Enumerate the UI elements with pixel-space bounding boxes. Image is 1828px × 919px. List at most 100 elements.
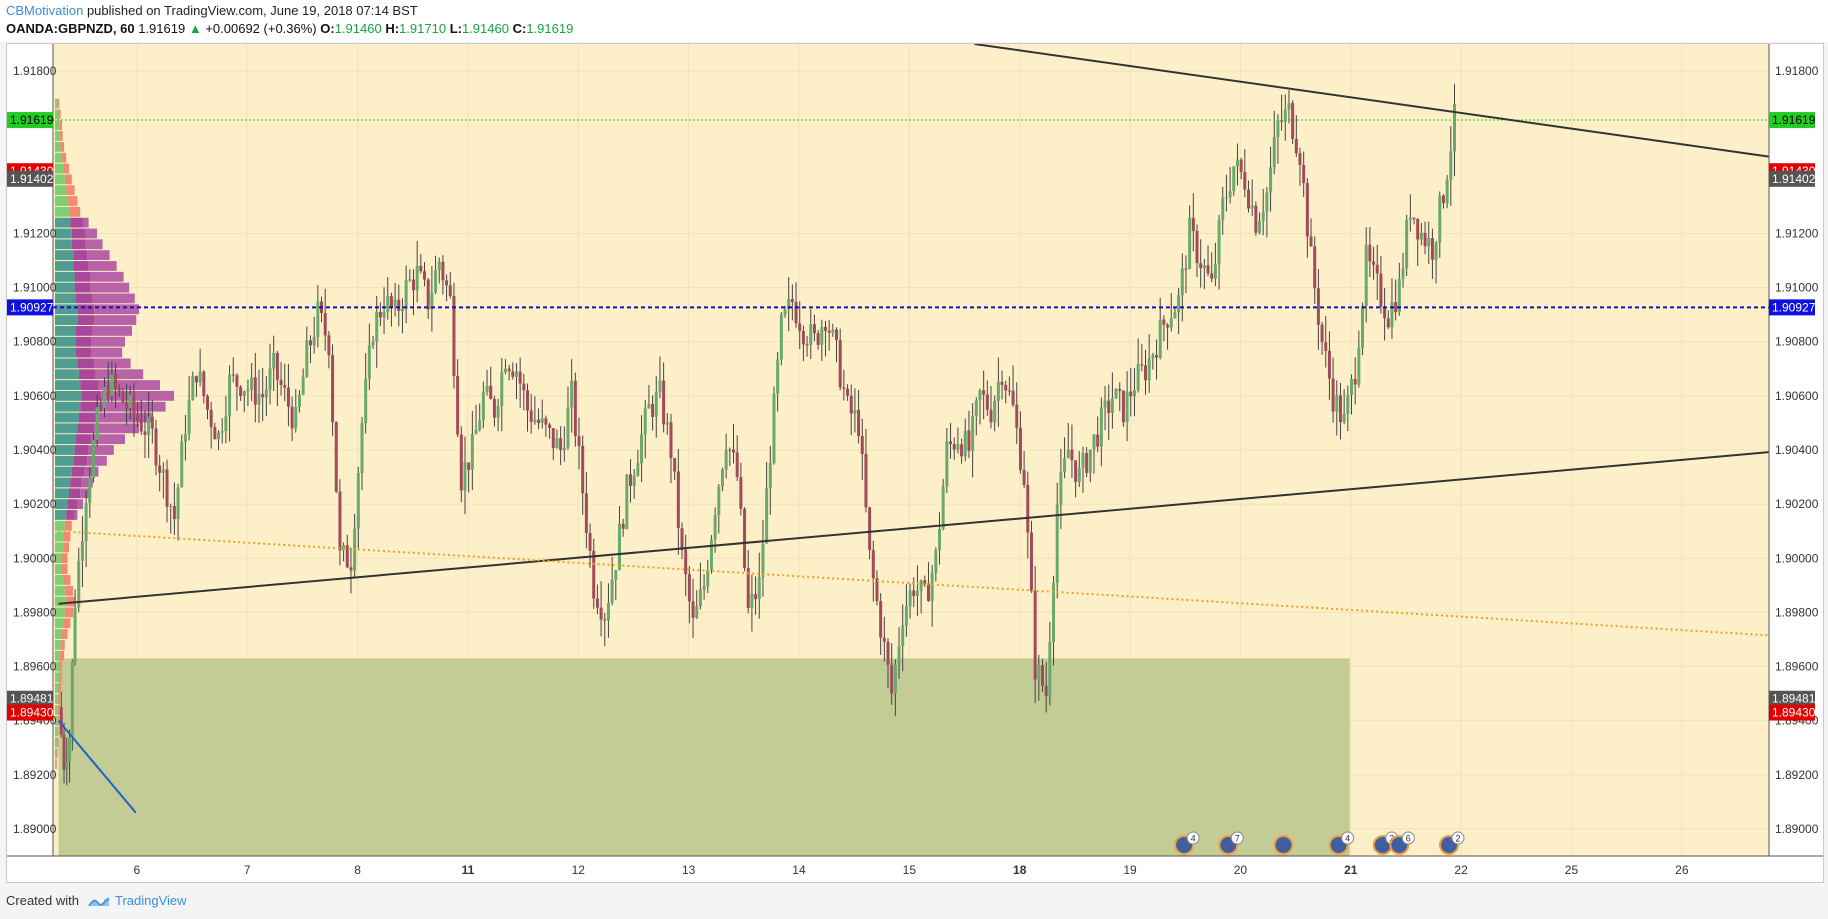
candle-body — [183, 434, 187, 442]
candle-body — [404, 279, 408, 309]
volume-bar-value-area — [85, 228, 97, 239]
candle-body — [555, 438, 559, 448]
candle-body — [1180, 268, 1184, 296]
candle-body — [588, 532, 592, 551]
candle-body — [1243, 171, 1247, 190]
volume-bar-value-area — [95, 369, 144, 380]
y-tick-label-left: 1.90600 — [13, 389, 57, 403]
candle-body — [1026, 484, 1030, 533]
candle-body — [158, 465, 162, 473]
candle-body — [1044, 685, 1048, 697]
blue-trendline[interactable] — [57, 720, 137, 814]
candle-body — [1294, 138, 1298, 154]
dotted-trendline[interactable] — [58, 530, 1770, 637]
volume-bar-up — [55, 564, 62, 575]
y-tick-label-right: 1.90000 — [1775, 551, 1819, 565]
candle-body — [187, 399, 191, 435]
tradingview-link[interactable]: TradingView — [87, 893, 187, 908]
volume-bar-up — [55, 325, 76, 336]
y-tick-label-right: 1.91000 — [1775, 281, 1819, 295]
candle-body — [180, 441, 184, 488]
candle-body — [250, 377, 254, 390]
candle-body — [489, 385, 493, 399]
event-count-badge — [1230, 831, 1244, 845]
y-tick-label-left: 1.91200 — [13, 226, 57, 240]
candle-body — [647, 404, 651, 409]
candle-body — [1166, 324, 1170, 328]
price-tag-left — [7, 299, 53, 316]
event-count: 6 — [1406, 834, 1411, 844]
candle-body — [857, 409, 861, 436]
high-label: H: — [385, 21, 400, 36]
candle-body — [1302, 164, 1306, 184]
candle-body — [584, 493, 588, 533]
candle-body — [1423, 232, 1427, 247]
volume-bar-down — [73, 455, 88, 466]
volume-bar-down — [64, 520, 72, 531]
volume-bar-value-area — [95, 412, 152, 423]
volume-bar-down — [77, 315, 95, 325]
candle-body — [1383, 306, 1387, 319]
y-tick-label-left: 1.90000 — [13, 551, 57, 565]
price-chart[interactable]: 4743621.918001.918001.912001.912001.9100… — [7, 44, 1823, 882]
candle-body — [1018, 427, 1022, 470]
candle-body — [1386, 318, 1390, 328]
volume-bar-down — [62, 152, 67, 163]
volume-bar-down — [76, 336, 92, 347]
volume-bar-up — [55, 748, 57, 759]
candle-body — [1346, 395, 1350, 414]
volume-bar-up — [55, 672, 60, 683]
volume-bar-value-area — [90, 282, 130, 293]
author-link[interactable]: CBMotivation — [6, 3, 84, 18]
candle-body — [886, 641, 890, 665]
candle-body — [1327, 350, 1331, 379]
candle-body — [191, 376, 195, 400]
volume-bar-up — [55, 293, 76, 304]
candle-body — [724, 449, 728, 470]
volume-bar-down — [70, 477, 82, 488]
price-tag-left-text: 1.91619 — [10, 113, 54, 127]
volume-bar-up — [55, 455, 74, 466]
candle-body — [1221, 197, 1225, 221]
x-tick-label: 6 — [134, 863, 141, 877]
candle-body — [835, 329, 839, 340]
candle-body — [871, 549, 875, 579]
volume-bar-value-area — [94, 304, 139, 315]
candle-body — [1158, 319, 1162, 358]
candle-body — [926, 583, 930, 602]
candle-body — [1155, 355, 1159, 358]
volume-bar-value-area — [88, 261, 117, 271]
candle-body — [496, 405, 500, 418]
candle-body — [1261, 212, 1265, 221]
candle-body — [1136, 364, 1140, 391]
candle-body — [529, 410, 533, 422]
trendline[interactable] — [58, 451, 1770, 605]
candle-body — [956, 444, 960, 450]
trendline[interactable] — [974, 44, 1770, 158]
volume-bar-value-area — [94, 315, 137, 325]
y-tick-label-right: 1.91800 — [1775, 64, 1819, 78]
price-tag-right-text: 1.89430 — [1772, 706, 1816, 720]
candle-body — [430, 292, 434, 310]
candle-body — [743, 508, 747, 568]
volume-bar-down — [60, 141, 65, 152]
candle-body — [364, 378, 368, 424]
volume-bar-down — [78, 369, 96, 380]
volume-bar-down — [77, 358, 95, 369]
event-flag-icon[interactable] — [1273, 835, 1294, 855]
candle-body — [614, 570, 618, 580]
candle-body — [1342, 413, 1346, 423]
candle-body — [963, 430, 967, 457]
x-tick-label: 7 — [244, 863, 251, 877]
volume-bar-down — [69, 488, 81, 499]
volume-bar-up — [55, 412, 79, 423]
volume-bar-up — [55, 531, 64, 542]
candle-body — [463, 462, 467, 491]
candle-body — [1224, 197, 1228, 199]
candle-body — [1405, 219, 1409, 269]
chart-area[interactable]: 4743621.918001.918001.912001.912001.9100… — [6, 43, 1824, 883]
candle-body — [1331, 378, 1335, 412]
candle-body — [445, 280, 449, 286]
candle-body — [1081, 452, 1085, 469]
candle-body — [150, 416, 154, 429]
